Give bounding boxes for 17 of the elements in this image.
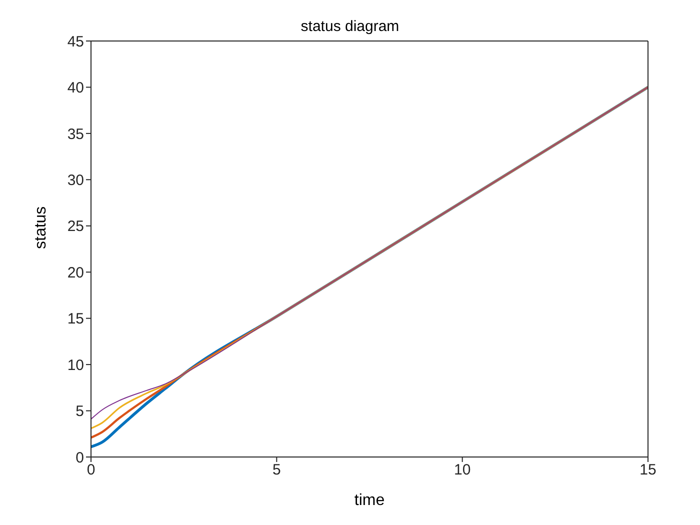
y-tick-label: 0 <box>76 449 84 466</box>
x-axis-title: time <box>354 492 385 509</box>
chart-title: status diagram <box>300 18 400 35</box>
y-tick-label: 30 <box>67 172 84 189</box>
y-tick-label: 20 <box>67 264 84 282</box>
y-tick-label: 45 <box>67 33 84 50</box>
y-tick-label: 5 <box>76 403 84 420</box>
x-tick-label: 10 <box>454 462 471 479</box>
x-tick-label: 0 <box>86 462 96 479</box>
y-tick-label: 15 <box>67 310 84 328</box>
y-tick-label: 25 <box>67 218 84 236</box>
x-tick-label: 15 <box>640 462 656 479</box>
y-axis-title: status <box>32 206 50 249</box>
y-tick-label: 35 <box>67 126 84 143</box>
y-tick-label: 40 <box>67 80 84 97</box>
x-tick-label: 5 <box>272 462 281 479</box>
y-tick-label: 10 <box>67 356 84 374</box>
